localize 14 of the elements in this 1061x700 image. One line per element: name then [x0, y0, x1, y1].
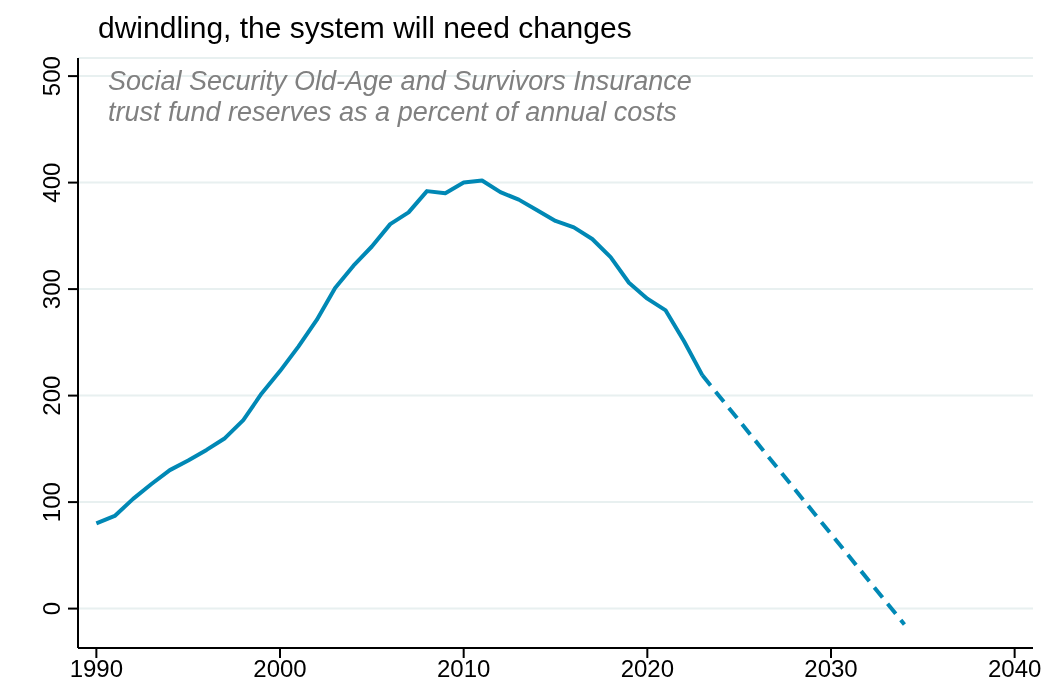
- text: Social Security Old-Age and Survivors Insurance trust fund reserves as a percent of annual costs: [108, 66, 692, 128]
- x-tick-label: 2040: [987, 655, 1042, 683]
- y-tick-label: 300: [38, 269, 65, 310]
- x-tick-label: 1990: [69, 655, 124, 683]
- y-tick-label: 0: [38, 601, 65, 616]
- x-tick-label: 2020: [620, 655, 675, 683]
- x-tick-label: 2000: [253, 655, 307, 683]
- y-tick-label: 200: [38, 375, 65, 416]
- chart-title: dwindling, the system will need changes: [97, 10, 633, 46]
- y-tick-label: 500: [38, 56, 65, 97]
- x-tick-label: 2010: [436, 655, 491, 683]
- y-tick-label: 400: [38, 162, 65, 203]
- x-tick-label: 2030: [804, 655, 858, 683]
- y-tick-label: 100: [38, 482, 65, 523]
